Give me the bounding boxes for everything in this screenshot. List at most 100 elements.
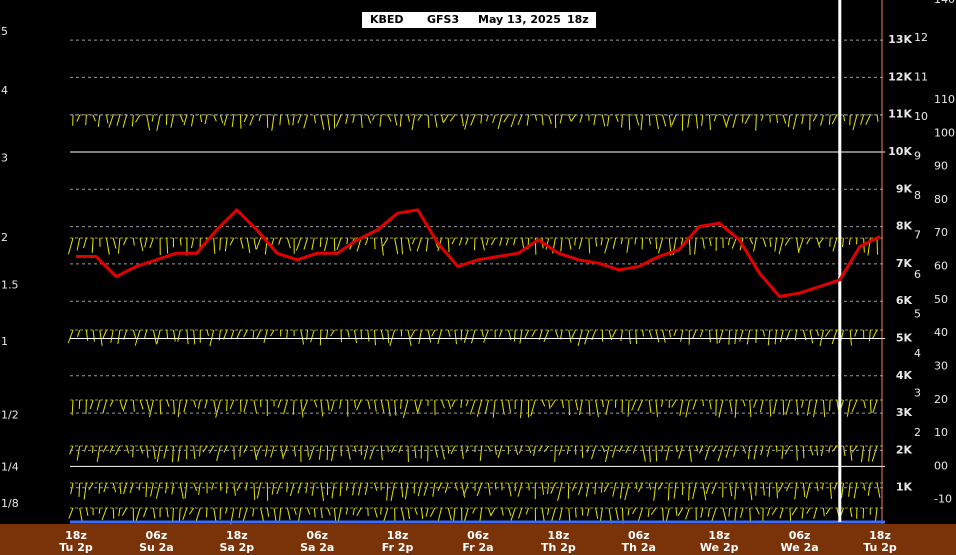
wind-barb bbox=[508, 399, 511, 413]
wind-barb bbox=[497, 445, 503, 458]
wind-barb bbox=[326, 329, 329, 339]
wind-barb bbox=[634, 237, 637, 245]
wind-barb bbox=[407, 507, 410, 519]
altitude-tick-label: 12K bbox=[888, 70, 912, 83]
wind-barb bbox=[831, 329, 838, 345]
wind-barb bbox=[604, 237, 610, 254]
wind-barb bbox=[441, 399, 445, 409]
wind-barb bbox=[635, 329, 638, 345]
wind-barb bbox=[673, 329, 677, 336]
wind-barb bbox=[717, 445, 724, 462]
wind-barb bbox=[781, 445, 784, 460]
wind-barb bbox=[463, 507, 469, 523]
wind-barb bbox=[825, 329, 831, 338]
wind-barb bbox=[739, 507, 744, 518]
wind-barb bbox=[204, 114, 208, 125]
wind-barb bbox=[414, 507, 418, 515]
wind-barb bbox=[600, 237, 603, 246]
temperature-tick-label: 80 bbox=[934, 193, 948, 206]
wind-barb bbox=[112, 237, 117, 249]
wind-barb bbox=[533, 445, 536, 457]
wind-barb bbox=[447, 329, 451, 337]
wind-barb bbox=[85, 329, 89, 341]
wind-barb bbox=[771, 507, 777, 516]
wind-barb bbox=[367, 329, 370, 342]
x-tick-label: 18z bbox=[869, 529, 891, 542]
wind-barb bbox=[505, 237, 509, 246]
title-box bbox=[362, 12, 596, 28]
wind-barb bbox=[245, 482, 248, 491]
wind-barb bbox=[820, 445, 824, 457]
wind-barb bbox=[300, 329, 305, 345]
wind-barb bbox=[612, 482, 617, 497]
wind-barb bbox=[490, 507, 496, 516]
wind-barb bbox=[286, 114, 290, 126]
wind-barb bbox=[526, 114, 530, 126]
wind-barb bbox=[611, 329, 617, 338]
wind-barb bbox=[223, 114, 228, 126]
wind-barb bbox=[749, 399, 752, 417]
wind-barb bbox=[802, 482, 806, 498]
wind-barb bbox=[97, 114, 101, 127]
wind-barb bbox=[135, 114, 141, 123]
wind-barb bbox=[520, 399, 523, 418]
wind-barb bbox=[289, 482, 295, 497]
wind-barb bbox=[876, 482, 881, 498]
wind-barb bbox=[871, 445, 878, 462]
wind-barb bbox=[68, 507, 74, 519]
wind-barb bbox=[746, 329, 751, 345]
wind-barb bbox=[753, 445, 757, 460]
wind-barb bbox=[567, 482, 570, 499]
wind-barb bbox=[479, 445, 483, 461]
wind-barb bbox=[253, 482, 256, 500]
wind-barb bbox=[742, 399, 746, 407]
wind-barb bbox=[692, 399, 697, 410]
x-day-label: Su 2a bbox=[139, 541, 174, 554]
wind-barb bbox=[320, 507, 323, 519]
wind-barb bbox=[688, 237, 691, 255]
wind-barb bbox=[256, 329, 262, 340]
wind-barb bbox=[574, 237, 576, 246]
wind-barb bbox=[117, 329, 121, 345]
wind-barb bbox=[193, 329, 196, 345]
wind-barb bbox=[648, 482, 652, 490]
wind-barb bbox=[239, 445, 241, 457]
wind-barb bbox=[252, 329, 255, 339]
wind-barb bbox=[744, 114, 751, 125]
wind-barb bbox=[528, 482, 530, 491]
wind-barb bbox=[753, 237, 757, 252]
wind-barb bbox=[675, 445, 678, 453]
wind-barb bbox=[604, 445, 610, 462]
wind-barb bbox=[320, 399, 324, 417]
wind-barb bbox=[822, 507, 825, 517]
wind-barb bbox=[224, 237, 228, 252]
wind-barb bbox=[854, 329, 858, 337]
wind-barb bbox=[734, 507, 737, 522]
wind-barb bbox=[667, 482, 670, 501]
wind-barb bbox=[709, 237, 712, 247]
wind-barb bbox=[508, 482, 512, 497]
time-axis-band bbox=[0, 524, 956, 555]
wind-barb bbox=[108, 114, 114, 128]
wind-barb bbox=[517, 482, 523, 497]
wind-barb bbox=[224, 507, 228, 514]
wind-barb bbox=[311, 482, 315, 496]
wind-barb bbox=[860, 114, 865, 125]
wind-barb bbox=[648, 114, 651, 126]
wind-barb bbox=[628, 114, 631, 131]
wind-barb bbox=[665, 445, 670, 461]
wind-barb bbox=[178, 507, 181, 523]
x-tick-label: 06z bbox=[306, 529, 328, 542]
wind-barb bbox=[144, 237, 148, 248]
wind-barb bbox=[152, 507, 156, 519]
wind-barb bbox=[166, 329, 169, 340]
wind-barb bbox=[387, 114, 392, 122]
wind-barb bbox=[499, 237, 503, 246]
wind-barb bbox=[499, 329, 503, 337]
wind-barb bbox=[547, 507, 550, 516]
wind-barb bbox=[310, 329, 315, 343]
wind-barb bbox=[186, 329, 189, 345]
wind-barb bbox=[102, 445, 107, 453]
wind-barb bbox=[122, 114, 128, 128]
wind-barb bbox=[749, 507, 751, 523]
